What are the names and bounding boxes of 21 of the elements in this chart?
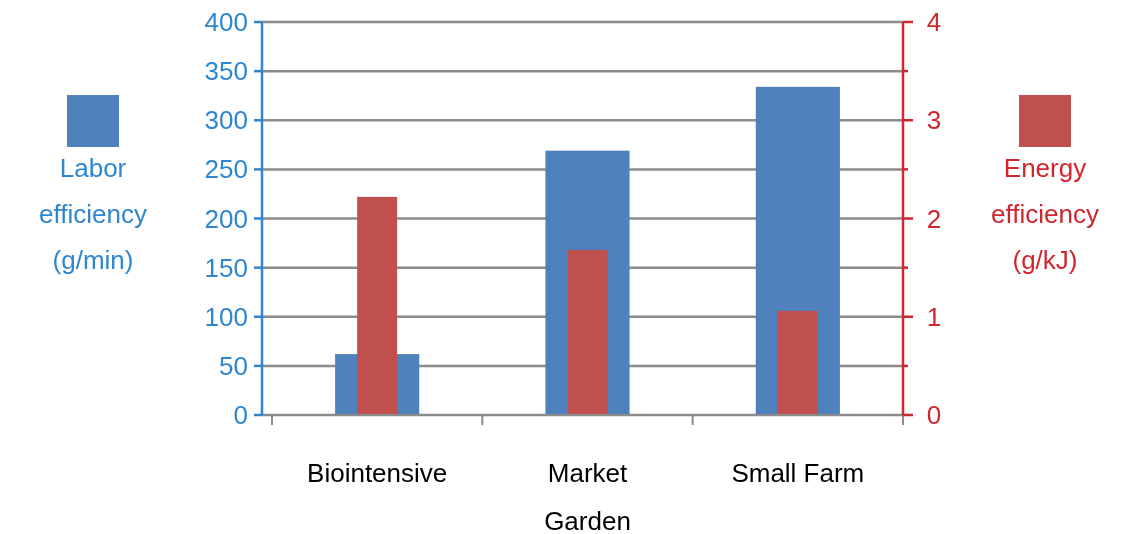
y-tick-label: 200 [204,203,248,234]
y2-tick-label: 1 [926,301,942,332]
y2-tick-label: 2 [926,203,942,234]
y-tick-label: 50 [219,350,248,381]
x-tick-label: Market Garden [544,458,631,534]
y-axis-title: Labor efficiency (g/min) [39,153,147,275]
y-tick-label: 300 [204,105,248,136]
x-tick-label: Small Farm [731,458,865,488]
y-tick-label: 400 [204,7,248,38]
bar [777,310,818,415]
y2-axis-title: Energy efficiency (g/kJ) [991,153,1099,275]
y-tick-label: 250 [204,154,248,185]
x-tick-label: Biointensive [307,458,448,488]
y2-tick-label: 0 [926,400,942,431]
bar [567,249,608,415]
y2-tick-label: 3 [926,105,942,136]
y-tick-label: 150 [204,252,248,283]
y-tick-label: 100 [204,301,248,332]
y-tick-label: 350 [204,56,248,87]
y-tick-label: 0 [233,400,248,431]
y2-tick-label: 4 [926,7,942,38]
